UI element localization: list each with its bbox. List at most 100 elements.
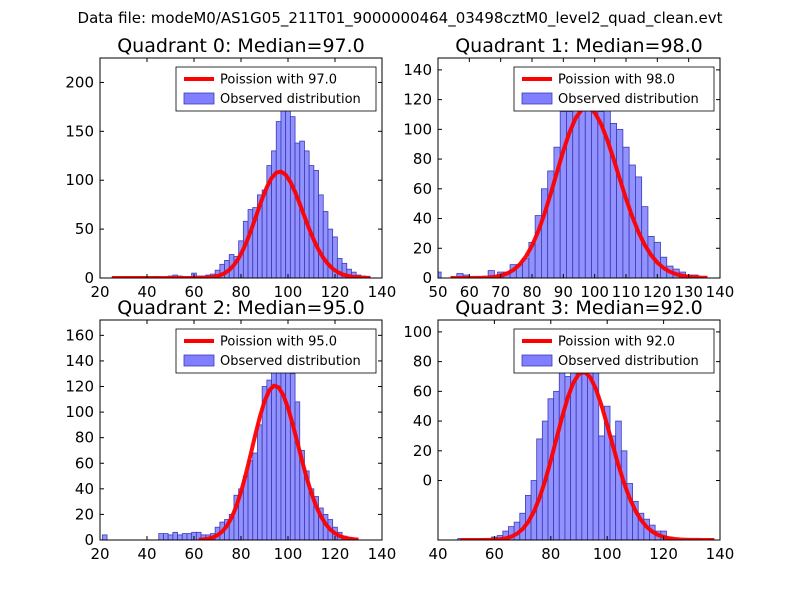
histogram-bar <box>252 452 258 540</box>
y-tick-label: 60 <box>75 454 94 472</box>
histogram-bar <box>318 194 324 278</box>
y-tick-label: 60 <box>413 180 432 198</box>
y-tick-label: 50 <box>75 220 94 238</box>
histogram-bar <box>247 460 254 540</box>
histogram-bar <box>620 450 628 540</box>
legend-bar-swatch <box>521 92 553 105</box>
y-tick-label: 40 <box>413 412 432 430</box>
x-tick-label: 110 <box>612 283 641 301</box>
x-tick-label: 80 <box>231 545 250 563</box>
y-tick-label: 150 <box>65 122 94 140</box>
histogram-bar <box>294 401 301 540</box>
poisson-curve <box>460 369 715 540</box>
axes-frame <box>437 57 721 279</box>
x-tick-label: 120 <box>321 545 350 563</box>
histogram-bar <box>275 347 282 540</box>
x-tick-label: 130 <box>674 283 703 301</box>
histogram-bar <box>172 531 178 540</box>
histogram-bar <box>581 361 588 540</box>
legend: Poission with 98.0 Observed distribution <box>513 66 715 112</box>
histogram-bar <box>261 189 268 278</box>
y-tick-label: 100 <box>65 171 94 189</box>
y-tick-label: 160 <box>65 326 94 344</box>
histogram-bar <box>163 533 169 540</box>
histogram-bar <box>553 390 560 540</box>
x-tick-label: 60 <box>184 283 203 301</box>
y-tick-label: 40 <box>75 480 94 498</box>
legend-curve-label: Poission with 95.0 <box>220 335 337 350</box>
legend-bar-swatch <box>183 92 215 105</box>
x-tick-label: 60 <box>460 283 479 301</box>
x-tick-label: 140 <box>368 545 397 563</box>
histogram-bar <box>308 165 315 278</box>
x-tick-label: 60 <box>184 545 203 563</box>
y-tick-label: 60 <box>413 382 432 400</box>
y-tick-label: 0 <box>84 531 94 549</box>
histogram-bar <box>558 361 566 540</box>
histogram-bar <box>313 170 319 278</box>
histogram-bar <box>616 128 624 278</box>
histogram-bar <box>181 533 188 540</box>
histogram-bar <box>615 420 622 540</box>
legend: Poission with 92.0 Observed distribution <box>513 328 715 374</box>
quadrant-title: Quadrant 1: Median=98.0 <box>455 35 703 57</box>
quadrant-0-chart: 20 40 60 80 100 120 140 0 50 100 150 200 Quadrant 0:… <box>65 35 396 301</box>
y-tick-label: 0 <box>422 269 432 287</box>
histogram-bar <box>327 228 334 278</box>
axes-frame <box>437 319 721 541</box>
histogram-bar <box>257 424 263 540</box>
legend-bar-swatch <box>521 354 553 367</box>
x-tick-label: 100 <box>593 545 622 563</box>
histogram-bar <box>591 99 599 278</box>
histogram-bar <box>322 211 329 278</box>
histogram-bar <box>158 533 164 540</box>
plot-content <box>111 67 371 278</box>
legend: Poission with 97.0 Observed distribution <box>175 66 377 112</box>
x-tick-label: 120 <box>649 545 678 563</box>
y-tick-label: 100 <box>65 403 94 421</box>
histogram-bar <box>266 379 272 540</box>
histogram-bar <box>622 146 630 278</box>
x-tick-label: 140 <box>706 283 735 301</box>
y-tick-label: 120 <box>65 378 94 396</box>
histogram-bar <box>285 96 291 278</box>
histogram-bar <box>597 111 605 278</box>
quadrant-title: Quadrant 0: Median=97.0 <box>117 35 365 57</box>
histogram-bar <box>603 99 611 278</box>
x-tick-label: 50 <box>428 283 447 301</box>
legend-bar-swatch <box>183 354 215 367</box>
y-tick-label: 140 <box>403 61 432 79</box>
x-tick-label: 100 <box>274 283 303 301</box>
y-tick-label: 80 <box>413 150 432 168</box>
x-tick-label: 20 <box>90 283 109 301</box>
histogram-bar <box>247 209 254 278</box>
y-tick-label: 100 <box>403 323 432 341</box>
legend-curve-label: Poission with 92.0 <box>558 335 675 350</box>
y-tick-label: 80 <box>413 353 432 371</box>
legend-curve-label: Poission with 97.0 <box>220 73 337 88</box>
x-tick-label: 80 <box>522 283 541 301</box>
legend-bars-label: Observed distribution <box>220 354 361 369</box>
legend: Poission with 95.0 Observed distribution <box>175 328 377 374</box>
histogram-bar <box>271 150 277 278</box>
y-tick-label: 0 <box>84 269 94 287</box>
histogram-bar <box>186 533 193 540</box>
poisson-curve <box>111 169 371 278</box>
histogram-bar <box>275 121 282 278</box>
legend-bars-label: Observed distribution <box>558 92 699 107</box>
x-tick-label: 40 <box>137 283 156 301</box>
histogram-bar <box>289 373 296 540</box>
x-tick-label: 90 <box>554 283 573 301</box>
legend-bars-label: Observed distribution <box>220 92 361 107</box>
x-tick-label: 40 <box>137 545 156 563</box>
y-tick-label: 0 <box>422 472 432 490</box>
histogram-bar <box>332 236 338 278</box>
histogram-bar <box>101 534 108 540</box>
histogram-bar <box>294 142 301 278</box>
legend-bars-label: Observed distribution <box>558 354 699 369</box>
poisson-curve <box>198 383 359 540</box>
histogram-bar <box>177 534 183 540</box>
histogram-bar <box>289 116 296 278</box>
quadrant-title: Quadrant 2: Median=95.0 <box>117 297 365 319</box>
